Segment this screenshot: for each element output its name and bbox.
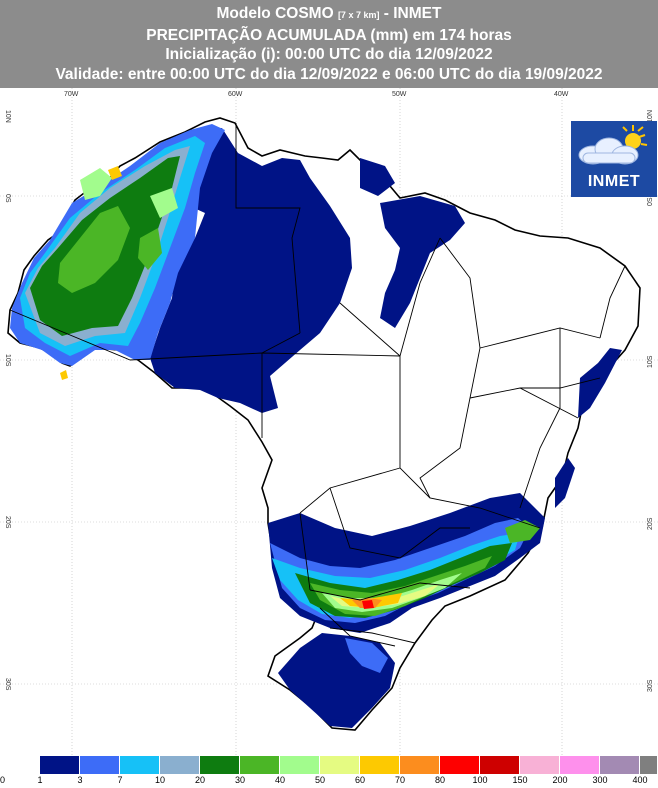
legend-swatch: [280, 756, 320, 774]
state-boundaries: [9, 123, 626, 647]
inmet-logo: INMET: [571, 121, 657, 197]
grid-label-left-30s: 30S: [4, 678, 11, 691]
legend-tick-label: 100: [472, 775, 488, 785]
grid-label-top-60w: 60W: [228, 91, 243, 98]
legend-tick-label: 50: [314, 775, 326, 785]
legend-tick-label: 0: [0, 775, 6, 785]
legend-tick-label: 40: [274, 775, 286, 785]
precip-zone-south-red: [362, 600, 374, 609]
grid-label-right-20s: 20S: [647, 517, 654, 530]
legend-tick-label: 3: [77, 775, 83, 785]
precip-zone-south-lightgreen: [310, 520, 540, 616]
legend-swatch: [80, 756, 120, 774]
grid-label-right-10s: 10S: [647, 355, 654, 368]
legend-tick-label: 400: [632, 775, 648, 785]
legend-swatch: [400, 756, 440, 774]
model-agency: - INMET: [383, 5, 442, 22]
legend-tick-label: 200: [552, 775, 568, 785]
legend-ticks: 0 1 3 7 10 20 30 40 50 60 70 80 100 150 200 300 400: [0, 775, 658, 788]
legend-swatch: [160, 756, 200, 774]
legend-swatch: [240, 756, 280, 774]
legend-tick-label: 1: [37, 775, 43, 785]
legend-tick-label: 80: [434, 775, 446, 785]
legend-tick-label: 150: [512, 775, 528, 785]
grid-label-right-10n: 10N: [647, 110, 654, 123]
legend-swatch: [360, 756, 400, 774]
legend-tick-label: 70: [394, 775, 406, 785]
grid-label-top-40w: 40W: [554, 91, 569, 98]
legend-tick-label: 30: [234, 775, 246, 785]
logo-text: INMET: [587, 173, 641, 190]
grid-label-right-0s: 0S: [647, 197, 654, 206]
precip-zone-amazon-darkblue: [150, 128, 352, 413]
map-svg: 70W 60W 50W 40W 10N 0S 10S 20S 30S 10N 0…: [0, 88, 658, 756]
header-validity-line: Validade: entre 00:00 UTC do dia 12/09/2…: [55, 65, 603, 83]
legend-swatch: [120, 756, 160, 774]
precip-zone-southeast-darkblue: [555, 348, 622, 508]
sun-cloud-icon: [578, 125, 648, 165]
header-variable-line: PRECIPITAÇÃO ACUMULADA (mm) em 174 horas: [146, 26, 512, 44]
legend-tick-label: 300: [592, 775, 608, 785]
legend-swatch: [320, 756, 360, 774]
precip-zone-west-lightgreen: [58, 206, 162, 293]
header-init-line: Inicialização (i): 00:00 UTC do dia 12/0…: [165, 46, 493, 63]
precip-zone-rs-blue: [345, 638, 388, 673]
grid-label-left-20s: 20S: [4, 516, 11, 529]
legend-swatch: [560, 756, 600, 774]
grid-label-left-10n: 10N: [4, 110, 11, 123]
precip-zone-west-mint: [80, 168, 178, 218]
legend-swatch: [440, 756, 480, 774]
legend-swatches: [0, 756, 658, 774]
legend-tick-label: 20: [194, 775, 206, 785]
legend-swatch: [0, 756, 40, 774]
grid-label-top-70w: 70W: [64, 91, 79, 98]
precip-zone-north-darkblue: [360, 158, 465, 328]
header-model-line: Modelo COSMO [7 x 7 km] - INMET: [0, 0, 658, 26]
grid-label-right-30s: 30S: [647, 679, 654, 692]
legend-swatch: [600, 756, 640, 774]
legend-tick-label: 10: [154, 775, 166, 785]
legend-tick-label: 7: [117, 775, 123, 785]
model-name: Modelo COSMO: [216, 5, 334, 22]
precipitation-map: 70W 60W 50W 40W 10N 0S 10S 20S 30S 10N 0…: [0, 88, 658, 756]
map-header: Modelo COSMO [7 x 7 km] - INMET PRECIPIT…: [0, 0, 658, 88]
legend-swatch: [480, 756, 520, 774]
grid-label-left-0s: 0S: [4, 194, 11, 203]
precipitation-legend: 0 1 3 7 10 20 30 40 50 60 70 80 100 150 200 300 400: [0, 756, 658, 788]
grid-label-top-50w: 50W: [392, 91, 407, 98]
model-resolution: [7 x 7 km]: [337, 10, 380, 20]
legend-tick-label: 60: [354, 775, 366, 785]
grid-label-left-10s: 10S: [4, 354, 11, 367]
legend-swatch: [640, 756, 658, 774]
legend-swatch: [200, 756, 240, 774]
legend-swatch: [520, 756, 560, 774]
legend-swatch: [40, 756, 80, 774]
